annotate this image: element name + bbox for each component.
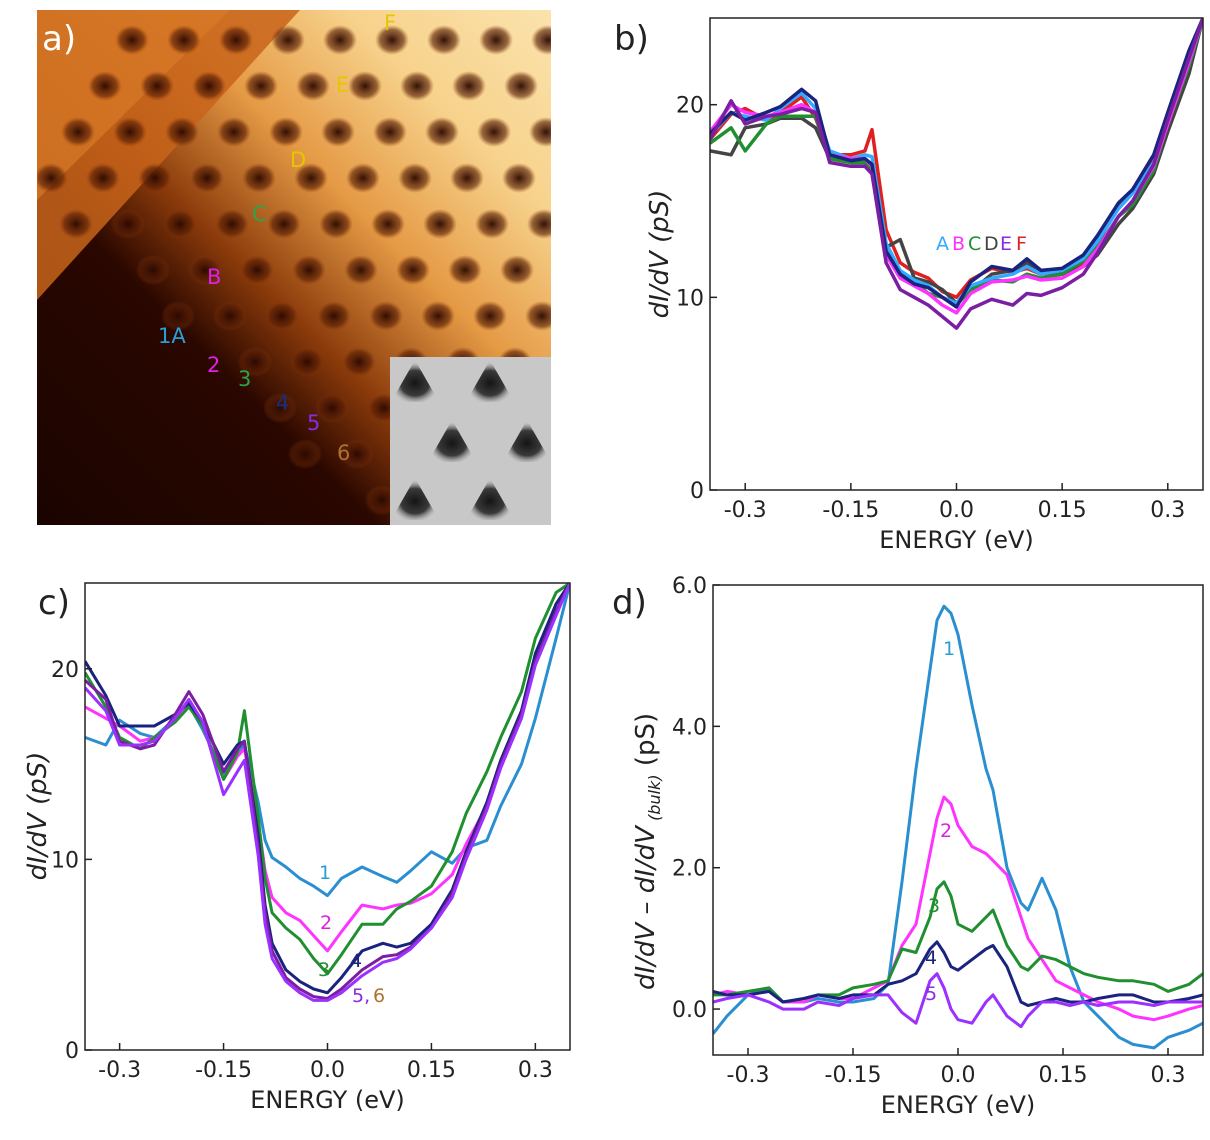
plot-frame: [712, 584, 1204, 1056]
site-label: B: [207, 265, 221, 289]
series-line-4: [713, 940, 1203, 1007]
panel-a: a) F E D C B 1A 23 456: [37, 10, 551, 525]
legend-letter: D: [984, 233, 999, 255]
y-axis-label: dI/dV (pS): [23, 752, 53, 881]
y-tick-label: 20: [51, 658, 79, 683]
series-group: [85, 583, 570, 1002]
curve-label: 4: [350, 950, 362, 972]
y-axis-label: dI/dV – dI/dV (bulk) (pS): [631, 713, 664, 990]
series-line-0: [710, 18, 1203, 300]
series-line-2: [713, 795, 1203, 1022]
curve-label: 6: [373, 985, 385, 1007]
curve-label: 1: [943, 638, 955, 660]
site-label: 2: [207, 353, 220, 377]
series-line-5: [85, 583, 570, 1002]
x-tick-label: 0.3: [1150, 498, 1185, 523]
y-tick-label: 10: [676, 286, 704, 311]
legend-letter: B: [952, 233, 965, 255]
y-tick-label: 0: [65, 1039, 79, 1064]
series-line-5,6: [85, 583, 570, 1000]
site-label: 1A: [158, 324, 186, 348]
site-label: C: [252, 202, 267, 226]
x-tick-label: 0.0: [939, 498, 974, 523]
series-line-3: [710, 18, 1203, 305]
series-line-2: [710, 18, 1203, 307]
curve-label: 3: [318, 959, 330, 981]
curve-label: 2: [320, 912, 332, 934]
x-axis-label: ENERGY (eV): [250, 1086, 405, 1114]
x-tick-label: -0.15: [822, 498, 879, 523]
site-label: E: [336, 73, 349, 97]
curve-label: 3: [928, 895, 940, 917]
y-tick-label: 0: [690, 479, 704, 504]
y-tick-label: 4.0: [672, 715, 707, 740]
panel-letter: c): [38, 583, 70, 623]
x-tick-label: -0.3: [724, 498, 767, 523]
legend-letter: C: [968, 233, 981, 255]
x-tick-label: 0.0: [310, 1058, 345, 1083]
x-axis-label: ENERGY (eV): [879, 526, 1034, 554]
x-tick-label: 0.3: [518, 1058, 553, 1083]
series-line-4: [710, 18, 1203, 315]
legend-letter: A: [936, 233, 949, 255]
curve-label: 2: [940, 820, 952, 842]
x-tick-label: -0.15: [195, 1058, 252, 1083]
site-label: 6: [337, 441, 350, 465]
series-line-5: [713, 972, 1203, 1029]
curve-label: 4: [925, 947, 937, 969]
curve-label: 5: [925, 983, 937, 1005]
site-label: 4: [276, 391, 289, 415]
site-label: D: [290, 148, 306, 172]
site-label: F: [384, 11, 396, 35]
y-tick-label: 6.0: [672, 574, 707, 599]
series-line-5: [710, 18, 1203, 309]
curve-label: 5,: [352, 985, 370, 1007]
y-tick-label: 20: [676, 94, 704, 119]
stm-image: [37, 10, 551, 525]
series-line-6: [710, 18, 1203, 330]
series-line-1: [710, 18, 1203, 305]
curve-label: 1: [319, 862, 331, 884]
panel-c-chart: -0.3 -0.15 0.0 0.15 0.3 0 10 20 ENERGY (eV) c) dI/…: [23, 582, 571, 1114]
x-tick-label: 0.15: [1039, 1063, 1088, 1088]
legend-letter: E: [1000, 233, 1012, 255]
x-tick-label: -0.3: [727, 1063, 770, 1088]
y-axis-label: dI/dV (pS): [645, 190, 675, 319]
y-tick-label: 2.0: [672, 857, 707, 882]
x-axis-label: ENERGY (eV): [881, 1091, 1036, 1119]
x-tick-label: 0.15: [1038, 498, 1087, 523]
series-line-3: [713, 880, 1203, 1004]
series-group: [710, 18, 1203, 330]
x-tick-label: 0.0: [941, 1063, 976, 1088]
panel-letter: b): [614, 19, 649, 59]
site-labels: F E D C B 1A 23 456: [158, 11, 396, 465]
series-line-3: [85, 583, 570, 976]
series-line-1: [713, 604, 1203, 1050]
panel-d-chart: -0.3 -0.15 0.0 0.15 0.3 0.0 2.0 4.0 6.0 ENERGY (e…: [612, 574, 1204, 1119]
x-tick-label: 0.3: [1151, 1063, 1186, 1088]
x-tick-label: 0.15: [407, 1058, 456, 1083]
inset-image: [390, 357, 551, 525]
x-tick-label: -0.3: [98, 1058, 141, 1083]
site-label: 5: [307, 411, 320, 435]
site-label: 3: [238, 367, 251, 391]
panel-letter: d): [612, 583, 647, 623]
y-tick-label: 10: [51, 848, 79, 873]
x-tick-label: -0.15: [825, 1063, 882, 1088]
legend-letter: F: [1016, 233, 1027, 255]
series-group: [713, 604, 1203, 1050]
y-tick-label: 0.0: [672, 998, 707, 1023]
panel-b-chart: -0.3 -0.15 0.0 0.15 0.3 0 10 20 ENERGY (eV) b) dI/…: [614, 17, 1204, 554]
panel-a-letter: a): [42, 19, 76, 59]
